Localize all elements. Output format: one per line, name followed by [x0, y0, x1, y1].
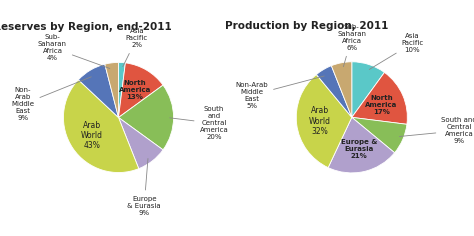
- Wedge shape: [78, 64, 118, 118]
- Wedge shape: [118, 85, 173, 150]
- Text: Europe &
Eurasia
21%: Europe & Eurasia 21%: [341, 139, 377, 159]
- Text: Asia
Pacific
2%: Asia Pacific 2%: [123, 28, 148, 67]
- Text: Asia
Pacific
10%: Asia Pacific 10%: [369, 33, 424, 69]
- Text: Non-
Arab
Middle
East
9%: Non- Arab Middle East 9%: [11, 77, 91, 121]
- Wedge shape: [352, 62, 384, 117]
- Text: Sub-
Saharan
Africa
4%: Sub- Saharan Africa 4%: [38, 34, 110, 68]
- Wedge shape: [352, 72, 407, 124]
- Text: South
and
Central
America
20%: South and Central America 20%: [170, 106, 228, 140]
- Wedge shape: [296, 75, 352, 168]
- Text: Arab
World
32%: Arab World 32%: [309, 106, 331, 136]
- Wedge shape: [328, 117, 394, 173]
- Wedge shape: [118, 118, 163, 169]
- Wedge shape: [105, 63, 118, 118]
- Text: South and
Central
America
9%: South and Central America 9%: [400, 117, 474, 144]
- Wedge shape: [316, 66, 352, 117]
- Text: Sub-
Saharan
Africa
6%: Sub- Saharan Africa 6%: [337, 24, 366, 67]
- Text: North
America
13%: North America 13%: [118, 80, 151, 100]
- Text: Reserves by Region, end-2011: Reserves by Region, end-2011: [0, 22, 172, 32]
- Text: Non-Arab
Middle
East
5%: Non-Arab Middle East 5%: [236, 76, 324, 109]
- Wedge shape: [118, 63, 126, 118]
- Wedge shape: [352, 117, 407, 153]
- Wedge shape: [331, 62, 352, 117]
- Wedge shape: [118, 63, 163, 118]
- Text: Europe
& Eurasia
9%: Europe & Eurasia 9%: [128, 159, 161, 215]
- Text: North
America
17%: North America 17%: [365, 95, 398, 114]
- Text: Production by Region, 2011: Production by Region, 2011: [225, 21, 389, 31]
- Wedge shape: [64, 80, 139, 173]
- Text: Arab
World
43%: Arab World 43%: [81, 121, 103, 150]
